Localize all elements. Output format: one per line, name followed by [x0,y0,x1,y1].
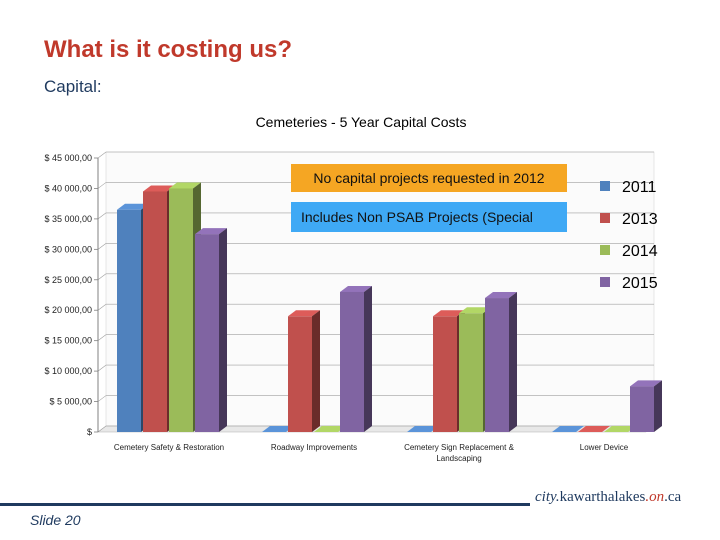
x-tick-label-line: Roadway Improvements [271,443,357,452]
gridline-side [97,273,107,281]
bar-top-2015 [630,380,662,387]
y-tick-label: $ 5 000,00 [49,397,92,407]
bar-2013 [433,316,457,432]
x-tick-label: Lower Device [580,443,629,452]
bar-2015 [630,386,654,432]
logo-suffix: .ca [664,489,682,505]
gridline-side [97,303,107,311]
y-tick-label: $ 45 000,00 [44,153,92,163]
bar-top-2013 [433,310,465,317]
logo-main: kawarthalakes [559,489,646,505]
annotation-no-projects: No capital projects requested in 2012 [291,164,567,192]
bar-2011 [117,209,141,432]
x-tick-label-line: Landscaping [436,454,481,463]
bar-2015 [485,298,509,432]
legend-swatch-2015 [600,277,610,287]
gridline-side [97,395,107,402]
bar-top-2015 [340,285,372,292]
bar-side-2015 [219,228,227,432]
legend-swatch-2013 [600,213,610,223]
gridline-side [97,425,107,433]
bar-top-2014 [169,182,201,189]
logo-middle: .on [645,489,665,505]
bar-2014 [459,313,483,432]
legend-swatch-2014 [600,245,610,255]
chart-title: Cemeteries - 5 Year Capital Costs [256,114,467,130]
y-tick-label: $ 30 000,00 [44,244,92,254]
legend-swatch-2011 [600,181,610,191]
y-tick-label: $ 20 000,00 [44,305,92,315]
bar-2013 [143,191,167,432]
y-tick-label: $ 40 000,00 [44,183,92,193]
y-tick-label: $ 15 000,00 [44,336,92,346]
slide-subtitle: Capital: [44,77,102,96]
bar-2015 [340,291,364,432]
gridline-side [97,364,107,372]
bar-top-2011 [407,426,439,432]
gridline-side [97,243,107,250]
bar-2013 [288,316,312,432]
bar-top-2011 [552,426,584,432]
slide-title: What is it costing us? [44,36,293,63]
bar-side-2015 [654,380,662,432]
bar-top-2014 [459,307,491,314]
logo-prefix: city. [535,489,560,505]
gridline-side [97,151,107,159]
bar-2014 [169,188,193,432]
bar-top-2013 [143,185,175,192]
gridline-side [97,334,107,341]
y-tick-label: $ 25 000,00 [44,275,92,285]
bar-top-2015 [195,228,227,235]
gridline-side [97,182,107,189]
legend-label-2011: 2011 [622,179,657,196]
legend-label-2015: 2015 [622,275,658,292]
y-tick-label: $ 10 000,00 [44,366,92,376]
slide-number: Slide 20 [30,512,81,528]
x-tick-label: Cemetery Safety & Restoration [114,443,224,452]
bar-top-2013 [578,426,610,432]
bar-side-2015 [364,285,372,432]
x-tick-label-line: Lower Device [580,443,629,452]
bar-top-2011 [262,426,294,432]
bar-side-2015 [509,292,517,432]
y-tick-label: $ 35 000,00 [44,214,92,224]
legend-label-2013: 2013 [622,211,658,228]
y-tick-label: $ [87,427,92,437]
x-tick-label: Roadway Improvements [271,443,357,452]
bar-top-2014 [314,426,346,432]
bar-top-2015 [485,292,517,299]
x-tick-label-line: Cemetery Sign Replacement & [404,443,514,452]
legend-label-2014: 2014 [622,243,658,260]
x-tick-label: Cemetery Sign Replacement & Landscaping [404,443,514,463]
bar-top-2014 [604,426,636,432]
city-logo: city.kawarthalakes.on.ca [535,489,681,506]
x-tick-label-line: Cemetery Safety & Restoration [114,443,224,452]
bar-side-2013 [312,310,320,432]
bar-top-2013 [288,310,320,317]
bar-top-2011 [117,203,149,210]
footer-divider [0,503,530,506]
bar-2015 [195,234,219,432]
annotation-non-psab: Includes Non PSAB Projects (Special [291,202,567,232]
gridline-side [97,212,107,220]
